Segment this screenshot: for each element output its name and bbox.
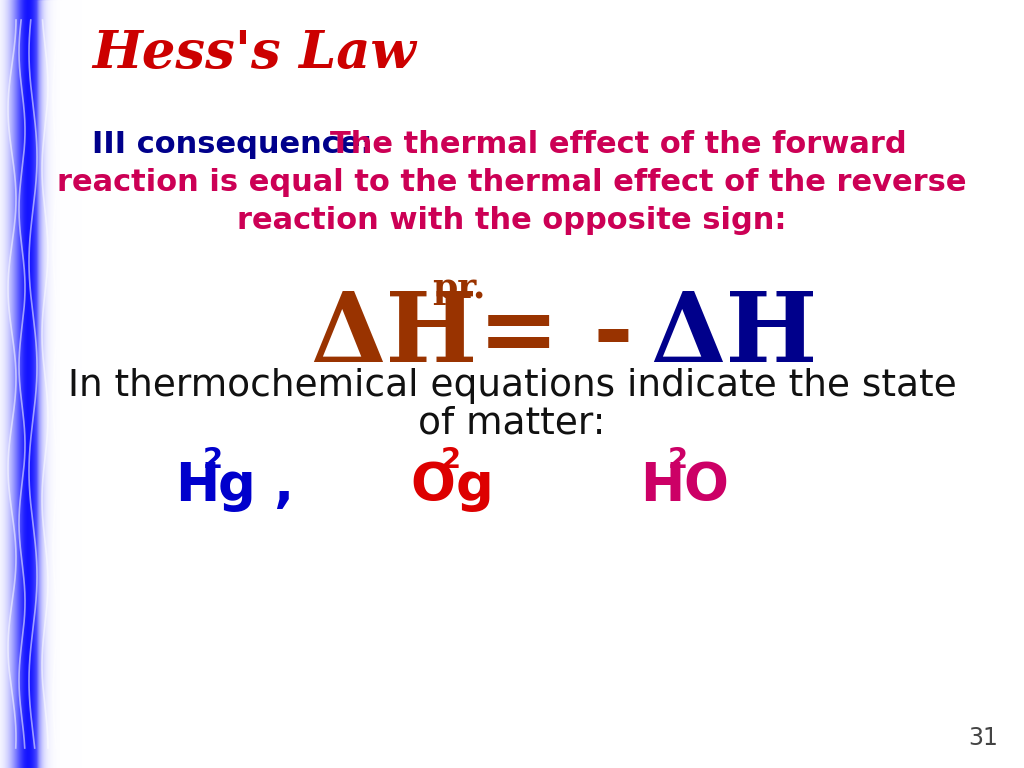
Text: 2: 2 bbox=[668, 446, 688, 474]
Text: Hess's Law: Hess's Law bbox=[92, 28, 416, 79]
Text: 2: 2 bbox=[203, 446, 223, 474]
Text: III consequence:: III consequence: bbox=[92, 130, 373, 159]
Text: 31: 31 bbox=[968, 726, 998, 750]
Text: g ,: g , bbox=[218, 460, 294, 512]
Text: O: O bbox=[683, 460, 728, 512]
Text: of matter:: of matter: bbox=[419, 405, 605, 441]
Text: = -: = - bbox=[478, 288, 668, 382]
Text: g: g bbox=[456, 460, 494, 512]
Text: pr.: pr. bbox=[432, 271, 485, 305]
Text: ΔH: ΔH bbox=[310, 288, 477, 382]
Text: 2: 2 bbox=[441, 446, 461, 474]
Text: H: H bbox=[175, 460, 219, 512]
Text: H: H bbox=[640, 460, 684, 512]
Text: O: O bbox=[410, 460, 455, 512]
Text: In thermochemical equations indicate the state: In thermochemical equations indicate the… bbox=[68, 368, 956, 404]
Text: ΔH: ΔH bbox=[650, 288, 817, 382]
Text: reaction with the opposite sign:: reaction with the opposite sign: bbox=[238, 206, 786, 235]
Text: reaction is equal to the thermal effect of the reverse: reaction is equal to the thermal effect … bbox=[57, 168, 967, 197]
Text: The thermal effect of the forward: The thermal effect of the forward bbox=[330, 130, 906, 159]
